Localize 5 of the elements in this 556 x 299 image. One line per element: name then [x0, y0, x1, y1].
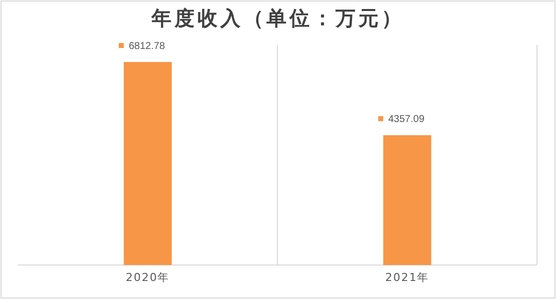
data-label: 4357.09	[388, 114, 425, 126]
chart-title: 年度收入（单位：万元）	[150, 6, 404, 30]
x-tick-label: 2021年	[385, 271, 430, 284]
data-label: 6812.78	[128, 41, 166, 52]
x-tick-label: 2020年	[126, 271, 170, 284]
